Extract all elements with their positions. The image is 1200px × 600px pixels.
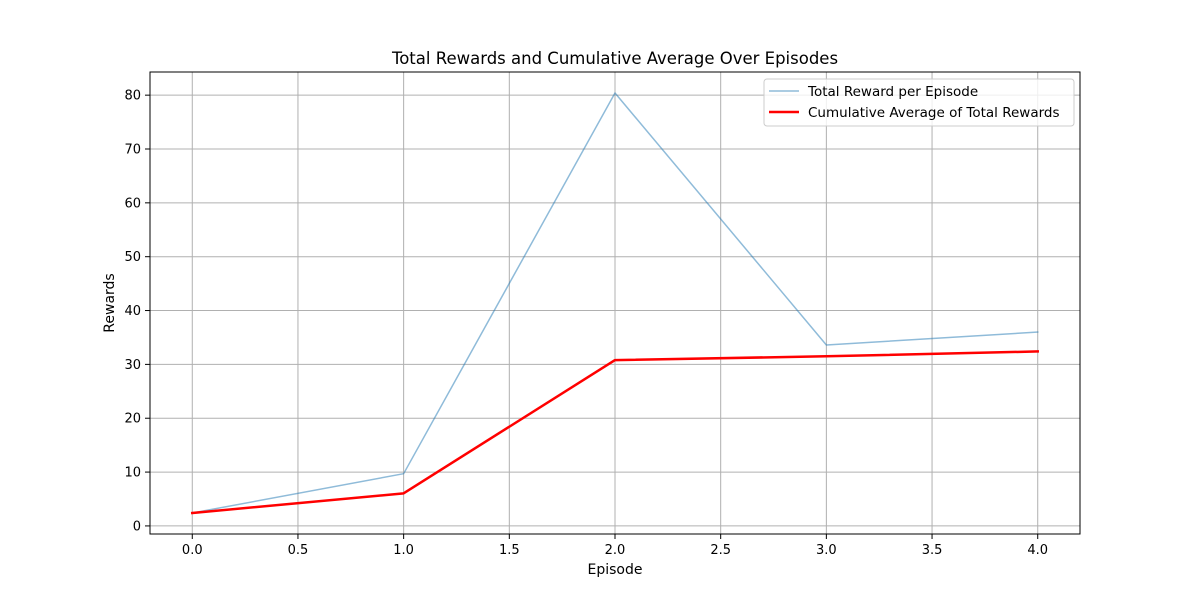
y-tick-label: 40 <box>124 304 141 319</box>
y-tick-label: 50 <box>124 250 141 265</box>
y-tick-label: 80 <box>124 89 141 104</box>
x-tick-label: 0.0 <box>182 543 203 558</box>
x-axis-ticks: 0.0 0.5 1.0 1.5 2.0 2.5 3.0 3.5 4.0 <box>182 534 1048 558</box>
y-tick-label: 60 <box>124 196 141 211</box>
y-tick-label: 10 <box>124 466 141 481</box>
x-tick-label: 1.0 <box>393 543 414 558</box>
y-tick-label: 20 <box>124 412 141 427</box>
series-lines <box>190 92 1040 515</box>
y-axis-ticks: 0 10 20 30 40 50 60 70 80 <box>124 89 150 534</box>
x-tick-label: 3.0 <box>816 543 837 558</box>
legend: Total Reward per Episode Cumulative Avera… <box>763 78 1075 127</box>
x-tick-label: 0.5 <box>288 543 309 558</box>
x-tick-label: 1.5 <box>499 543 520 558</box>
y-tick-label: 0 <box>133 519 141 534</box>
x-tick-label: 3.5 <box>922 543 943 558</box>
series-line-1 <box>191 92 1039 514</box>
x-tick-label: 2.0 <box>605 543 626 558</box>
grid <box>150 72 1080 534</box>
legend-label-2: Cumulative Average of Total Rewards <box>808 105 1060 121</box>
legend-label-1: Total Reward per Episode <box>807 84 978 100</box>
x-axis-label: Episode <box>588 562 643 578</box>
series-line-2 <box>190 350 1040 515</box>
y-tick-label: 30 <box>124 358 141 373</box>
y-axis-label: Rewards <box>102 273 118 332</box>
chart-title: Total Rewards and Cumulative Average Ove… <box>391 49 838 68</box>
legend-box <box>763 78 1075 127</box>
x-tick-label: 2.5 <box>710 543 731 558</box>
y-tick-label: 70 <box>124 143 141 158</box>
x-tick-label: 4.0 <box>1027 543 1048 558</box>
